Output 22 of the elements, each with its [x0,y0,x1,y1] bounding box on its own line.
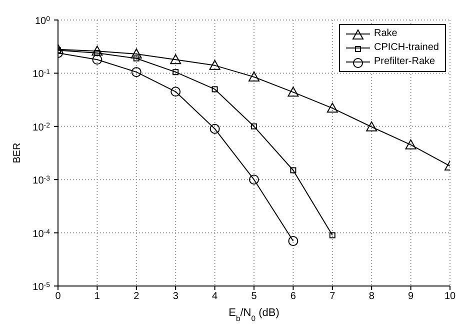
x-tick-label: 0 [55,291,62,302]
x-tick-label: 9 [408,291,414,302]
legend-label: Rake [374,27,398,41]
y-tick-label: 10$^{-3}$ [32,175,50,187]
y-tick-label: 10$^{-5}$ [32,282,50,293]
legend-label: CPICH-trained [374,41,439,55]
x-tick-label: 3 [172,291,179,302]
x-tick-label: 4 [212,291,218,302]
x-tick-label: 7 [330,291,336,302]
x-tick-label: 2 [134,291,140,302]
x-axis-title: E$_{b}$/N$_{0}$ (dB) [228,307,280,322]
x-tick-label: 6 [290,291,296,302]
y-tick-label: 10$^{0}$ [34,16,50,27]
y-tick-label: 10$^{-1}$ [32,68,50,80]
legend-label: Prefilter-Rake [374,55,436,69]
y-tick-label: 10$^{-2}$ [32,122,50,134]
y-axis-title: BER [12,142,23,164]
x-tick-label: 10 [444,291,456,302]
x-tick-label: 8 [368,291,375,302]
y-tick-label: 10$^{-4}$ [32,228,50,240]
x-tick-label: 1 [94,291,100,302]
x-tick-label: 5 [251,291,258,302]
